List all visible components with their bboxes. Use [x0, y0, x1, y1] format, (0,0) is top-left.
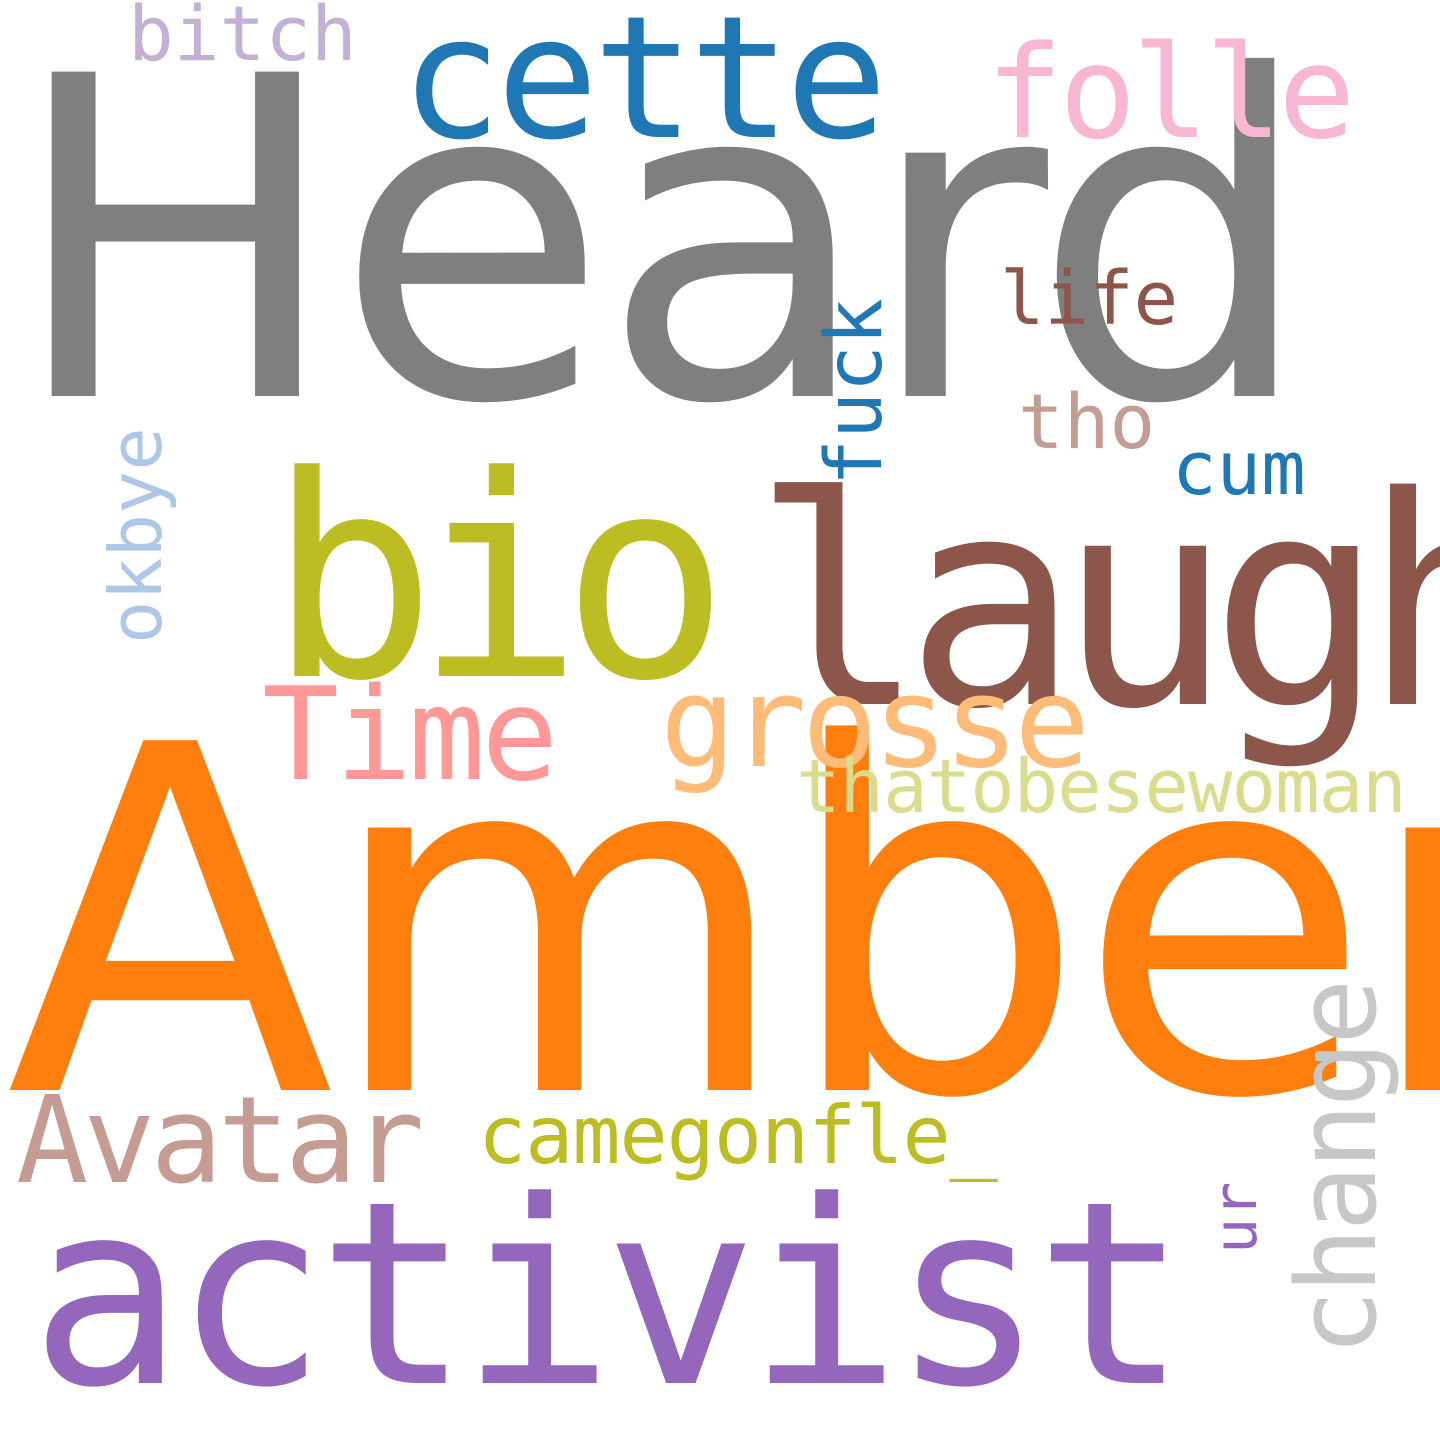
word-ur: ur: [1201, 1181, 1271, 1254]
word-change: change: [1273, 982, 1401, 1356]
word-grosse: grosse: [660, 649, 1090, 796]
word-cette: cette: [400, 0, 888, 178]
word-laugh: laugh: [752, 436, 1440, 773]
word-fuck: fuck: [810, 298, 900, 486]
word-activist: activist: [30, 1147, 1188, 1440]
word-amber: Amber: [6, 645, 1440, 1204]
word-thatobesewoman: thatobesewoman: [796, 744, 1407, 830]
word-avatar: Avatar: [16, 1072, 424, 1211]
word-time: Time: [262, 661, 558, 810]
word-life: life: [1000, 256, 1179, 342]
word-folle: folle: [986, 19, 1355, 168]
word-heard: Heard: [8, 0, 1315, 501]
word-bio: bio: [268, 417, 730, 743]
word-bitch: bitch: [128, 0, 357, 78]
word-tho: tho: [1018, 377, 1156, 466]
word-camegonfle: camegonfle_: [478, 1089, 998, 1182]
word-okbye: okbye: [94, 427, 178, 644]
word-cum: cum: [1172, 426, 1306, 512]
